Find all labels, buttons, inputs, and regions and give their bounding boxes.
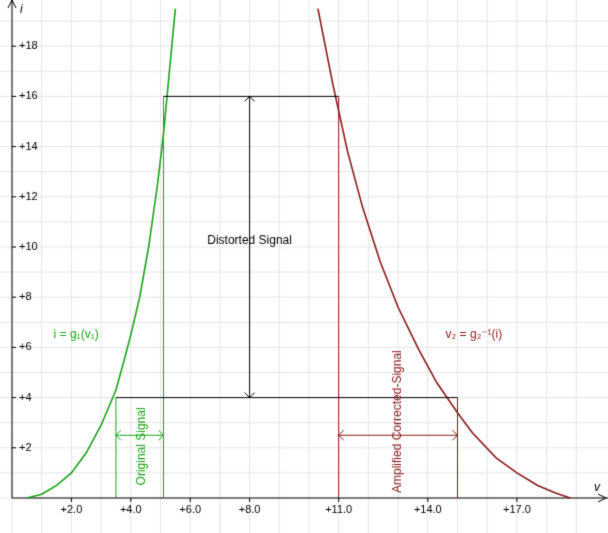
signal-distortion-chart [0, 0, 608, 533]
